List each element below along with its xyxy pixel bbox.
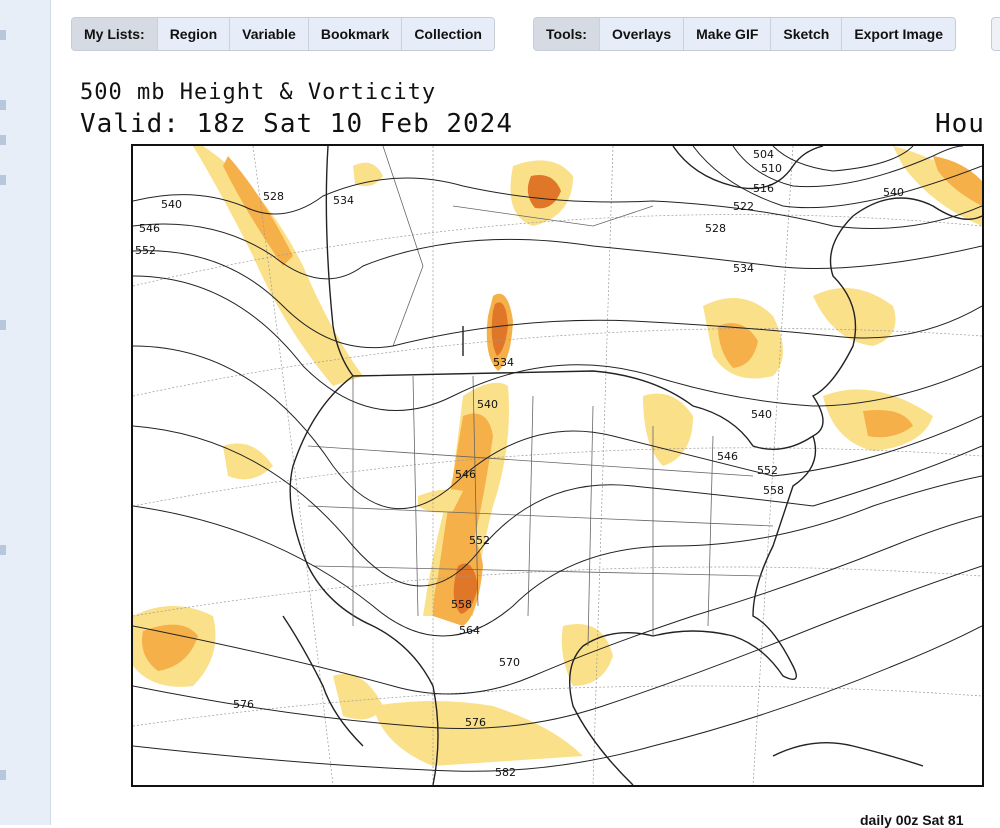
map-title: 500 mb Height & Vorticity (80, 80, 437, 105)
height-contours (133, 146, 982, 772)
contour-label: 576 (465, 716, 486, 729)
vorticity-area-mid (863, 410, 913, 438)
contour-label: 504 (753, 148, 774, 161)
tools-label: Tools: (534, 18, 600, 50)
weather-map-canvas: 504 510 516 522 528 528 534 534 534 540 … (133, 146, 982, 785)
sidebar-tick (0, 135, 6, 145)
vorticity-area-low (418, 489, 463, 513)
contour-label: 534 (733, 262, 754, 275)
contour-label: 576 (233, 698, 254, 711)
coastlines (282, 146, 982, 785)
contour-label: 534 (333, 194, 354, 207)
graticule (133, 146, 982, 785)
contour-label: 552 (135, 244, 156, 257)
contour-label: 534 (493, 356, 514, 369)
vorticity-area-low (561, 624, 613, 686)
my-lists-label: My Lists: (72, 18, 158, 50)
weather-map[interactable]: 504 510 516 522 528 528 534 534 534 540 … (131, 144, 984, 787)
my-lists-toolbar: My Lists: Region Variable Bookmark Colle… (71, 17, 495, 51)
vorticity-area-low (223, 443, 273, 480)
sidebar-tick (0, 545, 6, 555)
contour-label: 540 (161, 198, 182, 211)
contour-label: 528 (263, 190, 284, 203)
contour-label: 546 (455, 468, 476, 481)
vorticity-area-low (333, 674, 383, 720)
sketch-button[interactable]: Sketch (771, 18, 843, 50)
vorticity-area-low (893, 146, 982, 226)
tools-toolbar: Tools: Overlays Make GIF Sketch Export I… (533, 17, 957, 51)
map-forecast-hour: Hou (935, 109, 985, 139)
vorticity-area-low (193, 146, 363, 386)
contour-label: 570 (499, 656, 520, 669)
contour-label: 522 (733, 200, 754, 213)
vorticity-area-low (373, 701, 583, 766)
contour-label: 510 (761, 162, 782, 175)
region-button[interactable]: Region (157, 18, 231, 50)
contour-label: 540 (883, 186, 904, 199)
toolbar-overflow-button[interactable] (991, 17, 1000, 51)
sidebar-tick (0, 175, 6, 185)
left-sidebar-strip (0, 0, 51, 825)
sidebar-tick (0, 320, 6, 330)
variable-button[interactable]: Variable (230, 18, 309, 50)
sidebar-tick (0, 30, 6, 40)
contour-label: 552 (469, 534, 490, 547)
contour-label: 546 (139, 222, 160, 235)
vorticity-area-low (353, 162, 383, 187)
make-gif-button[interactable]: Make GIF (684, 18, 772, 50)
vorticity-shading (133, 146, 982, 766)
contour-label: 552 (757, 464, 778, 477)
contour-label: 528 (705, 222, 726, 235)
sidebar-tick (0, 100, 6, 110)
contour-label: 558 (763, 484, 784, 497)
sidebar-tick (0, 770, 6, 780)
contour-label: 582 (495, 766, 516, 779)
contour-label: 546 (717, 450, 738, 463)
contour-label: 540 (477, 398, 498, 411)
vorticity-area-mid (933, 156, 982, 206)
bookmark-button[interactable]: Bookmark (308, 18, 403, 50)
contour-label: 564 (459, 624, 480, 637)
vorticity-area-mid (438, 413, 493, 576)
contour-label: 558 (451, 598, 472, 611)
bottom-run-label: daily 00z Sat 81 (860, 812, 964, 828)
overlays-button[interactable]: Overlays (599, 18, 685, 50)
vorticity-area-high (527, 175, 561, 209)
export-image-button[interactable]: Export Image (842, 18, 956, 50)
vorticity-area-low (643, 393, 693, 466)
vorticity-area-high (491, 302, 508, 356)
vorticity-area-mid (718, 323, 758, 368)
contour-label: 516 (753, 182, 774, 195)
contour-labels: 504 510 516 522 528 528 534 534 534 540 … (135, 148, 904, 779)
collection-button[interactable]: Collection (402, 18, 494, 50)
map-valid-time: Valid: 18z Sat 10 Feb 2024 (80, 109, 513, 139)
contour-label: 540 (751, 408, 772, 421)
vorticity-area-mid (223, 156, 293, 266)
